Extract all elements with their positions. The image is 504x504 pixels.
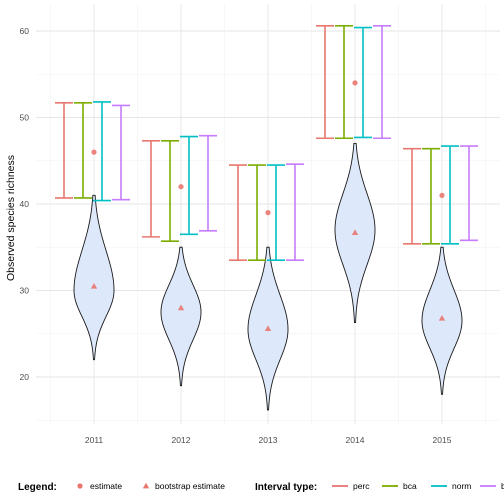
estimate-point-2012 [178, 184, 184, 190]
x-tick-label: 2015 [433, 435, 452, 445]
x-tick-label: 2014 [346, 435, 365, 445]
interval-perc-2013 [229, 164, 247, 262]
bootstrap-estimate-point-2013 [264, 325, 272, 331]
interval-basic-2012 [199, 134, 217, 232]
x-tick-label: 2013 [259, 435, 278, 445]
y-tick-label: 50 [20, 113, 30, 123]
x-tick-label: 2012 [172, 435, 191, 445]
legend-label-bootstrap-estimate: bootstrap estimate [155, 481, 225, 491]
interval-basic-2013 [286, 163, 304, 262]
y-axis-title: Observed species richness [5, 155, 17, 281]
interval-basic-2015 [460, 145, 478, 242]
interval-brackets [55, 25, 478, 262]
y-tick-label: 20 [20, 372, 30, 382]
legend-label-bca: bca [403, 481, 417, 491]
legend-label-basic: basic [501, 481, 504, 491]
y-tick-label: 40 [20, 199, 30, 209]
bootstrap-estimate-point-2014 [351, 229, 359, 235]
interval-bca-2013 [248, 164, 266, 262]
violin-2011 [73, 194, 115, 361]
interval-norm-2015 [441, 145, 459, 245]
violin-2012 [160, 246, 202, 387]
interval-bca-2014 [335, 25, 353, 140]
legend-interval-title: Interval type: [255, 482, 317, 493]
interval-bca-2012 [161, 140, 179, 242]
estimate-point-2013 [265, 210, 271, 216]
estimate-point-2015 [439, 192, 445, 198]
violin-2015 [421, 246, 463, 395]
interval-perc-2015 [403, 147, 421, 245]
x-tick-labels: 2011 2012 2013 2014 2015 [85, 435, 452, 445]
interval-norm-2014 [354, 26, 372, 139]
legend-title: Legend: [18, 482, 57, 493]
x-tick-label: 2011 [85, 435, 104, 445]
legend-key-estimate [77, 483, 83, 489]
y-tick-label: 30 [20, 286, 30, 296]
interval-perc-2011 [55, 101, 73, 199]
estimate-point-2011 [91, 149, 97, 155]
interval-basic-2011 [112, 104, 130, 201]
interval-norm-2012 [180, 135, 198, 236]
y-tick-label: 60 [20, 26, 30, 36]
legend-label-norm: norm [452, 481, 471, 491]
legend-label-perc: perc [353, 481, 370, 491]
bootstrap-estimate-point-2011 [90, 282, 98, 289]
legend-label-estimate: estimate [90, 481, 122, 491]
legend-key-bootstrap-estimate [142, 482, 150, 489]
legend: Legend: estimate bootstrap estimate Interva… [18, 481, 504, 493]
interval-norm-2011 [93, 101, 111, 202]
estimate-point-2014 [352, 80, 358, 86]
bootstrap-estimate-point-2012 [177, 304, 185, 311]
interval-perc-2012 [142, 140, 160, 238]
bootstrap-estimate-point-2015 [438, 314, 446, 321]
interval-basic-2014 [373, 25, 391, 140]
interval-bca-2015 [422, 147, 440, 245]
interval-norm-2013 [267, 164, 285, 262]
interval-bca-2011 [74, 101, 92, 199]
interval-perc-2014 [316, 25, 334, 140]
y-tick-labels: 20 30 40 50 60 [20, 26, 30, 382]
estimate-points [90, 80, 446, 331]
